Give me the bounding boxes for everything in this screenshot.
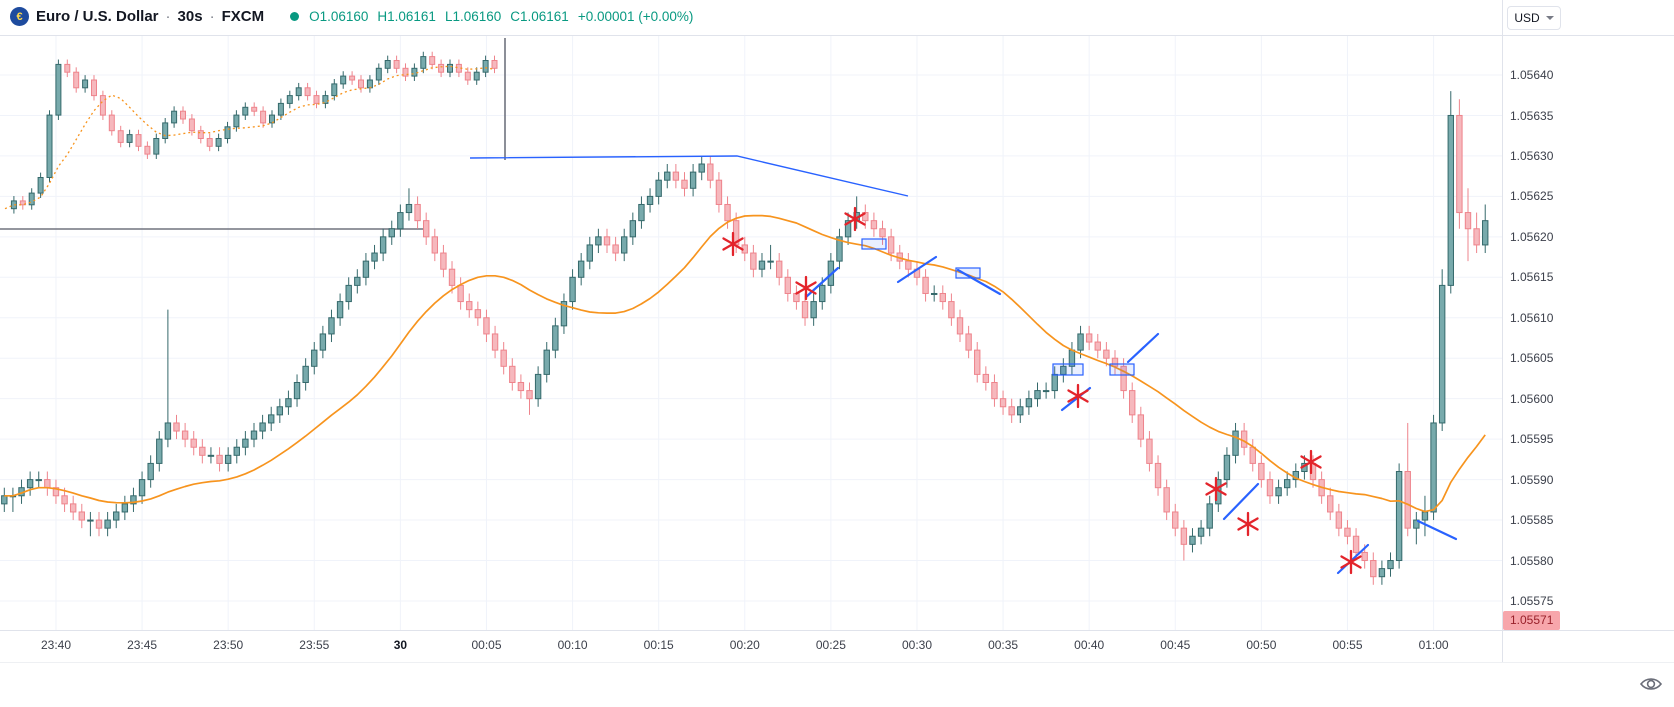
chevron-down-icon <box>1545 16 1554 20</box>
time-axis-label: 23:55 <box>299 638 330 652</box>
market-status-dot <box>290 12 300 21</box>
interval-label[interactable]: 30s <box>177 8 203 25</box>
price-axis[interactable]: 1.05640 1.05635 1.05630 1.05625 1.05620 1.056… <box>1503 35 1674 630</box>
price-axis-label: 1.05635 <box>1510 108 1554 123</box>
grid-lines <box>0 35 1502 630</box>
currency-label: USD <box>1514 11 1540 25</box>
ohlc-low: L1.06160 <box>444 9 502 24</box>
ohlc-readout: O1.06160 H1.06161 L1.06160 C1.06161 +0.0… <box>309 9 702 24</box>
price-axis-label: 1.05605 <box>1510 351 1554 366</box>
blue-arrow-annotation <box>956 268 1002 296</box>
price-axis-label: 1.05615 <box>1510 270 1554 285</box>
blue-arrow-annotation <box>1126 332 1160 364</box>
price-axis-label: 1.05625 <box>1510 189 1554 204</box>
price-axis-label: 1.05585 <box>1510 513 1554 528</box>
ohlc-high: H1.06161 <box>377 9 436 24</box>
ohlc-open: O1.06160 <box>309 9 369 24</box>
euro-coin-icon: € <box>10 7 29 26</box>
red-asterisk-marker <box>844 206 866 232</box>
blue-box-annotation <box>1109 363 1135 376</box>
symbol-name[interactable]: Euro / U.S. Dollar <box>36 8 159 25</box>
time-axis-label: 00:15 <box>643 638 674 652</box>
blue-box-annotation <box>861 238 887 250</box>
time-axis-label: 00:45 <box>1160 638 1191 652</box>
inset-mini-chart <box>0 38 506 230</box>
time-axis-label: 23:45 <box>127 638 158 652</box>
blue-box-annotation <box>955 267 981 279</box>
currency-selector[interactable]: USD <box>1507 6 1561 30</box>
blue-box-annotation <box>1052 363 1084 376</box>
red-asterisk-marker <box>1067 383 1089 409</box>
time-axis-label: 00:30 <box>901 638 933 652</box>
time-axis-label: 01:00 <box>1418 638 1449 652</box>
red-asterisk-marker <box>1340 549 1362 575</box>
pane-borders <box>0 0 1674 663</box>
annotations <box>469 155 1458 575</box>
price-axis-label: 1.05610 <box>1510 310 1554 325</box>
time-axis[interactable]: 23:40 23:45 23:50 23:55 30 00:05 00:10 00:15 00:… <box>0 630 1674 662</box>
price-axis-label: 1.05620 <box>1510 229 1554 244</box>
exchange-label: FXCM <box>221 8 265 25</box>
ohlc-close: C1.06161 <box>510 9 569 24</box>
blue-arrow-annotation <box>1416 519 1458 541</box>
price-axis-label: 1.05590 <box>1510 472 1554 487</box>
time-axis-label: 00:50 <box>1246 638 1277 652</box>
time-axis-label: 30 <box>393 638 408 652</box>
blue-arrow-annotation <box>1222 482 1260 521</box>
time-axis-label: 00:05 <box>471 638 502 652</box>
price-axis-label: 1.05640 <box>1510 68 1554 82</box>
time-axis-label: 00:10 <box>557 638 588 652</box>
time-axis-label: 00:20 <box>729 638 760 652</box>
last-price-badge: 1.05571 <box>1503 611 1561 630</box>
price-axis-label: 1.05630 <box>1510 148 1554 163</box>
red-asterisk-marker <box>722 231 744 257</box>
ohlc-change: +0.00001 (+0.00%) <box>577 9 694 24</box>
candles <box>1 91 1489 585</box>
red-asterisk-marker <box>795 275 817 301</box>
price-axis-label: 1.05595 <box>1510 432 1554 447</box>
red-asterisk-marker <box>1237 511 1259 537</box>
blue-arrow-annotation <box>896 255 938 284</box>
time-axis-label: 00:25 <box>815 638 846 652</box>
time-axis-label: 23:50 <box>213 638 244 652</box>
price-axis-label: 1.05580 <box>1510 553 1554 568</box>
separator-dot: · <box>165 8 171 25</box>
time-axis-label: 23:40 <box>40 638 72 652</box>
symbol-header: € Euro / U.S. Dollar · 30s · FXCM O1.061… <box>10 7 702 26</box>
price-axis-label: 1.05600 <box>1510 391 1554 406</box>
blue-arrow-annotation <box>1336 543 1370 575</box>
red-asterisk-marker <box>1205 476 1227 502</box>
time-axis-label: 00:55 <box>1332 638 1363 652</box>
time-axis-label: 00:35 <box>988 638 1019 652</box>
red-asterisk-marker <box>1300 449 1322 475</box>
price-axis-label: 1.05575 <box>1510 594 1554 608</box>
moving-average-line <box>4 214 1486 513</box>
eye-icon[interactable] <box>1638 674 1664 694</box>
time-axis-label: 00:40 <box>1074 638 1105 652</box>
separator-dot: · <box>209 8 215 25</box>
